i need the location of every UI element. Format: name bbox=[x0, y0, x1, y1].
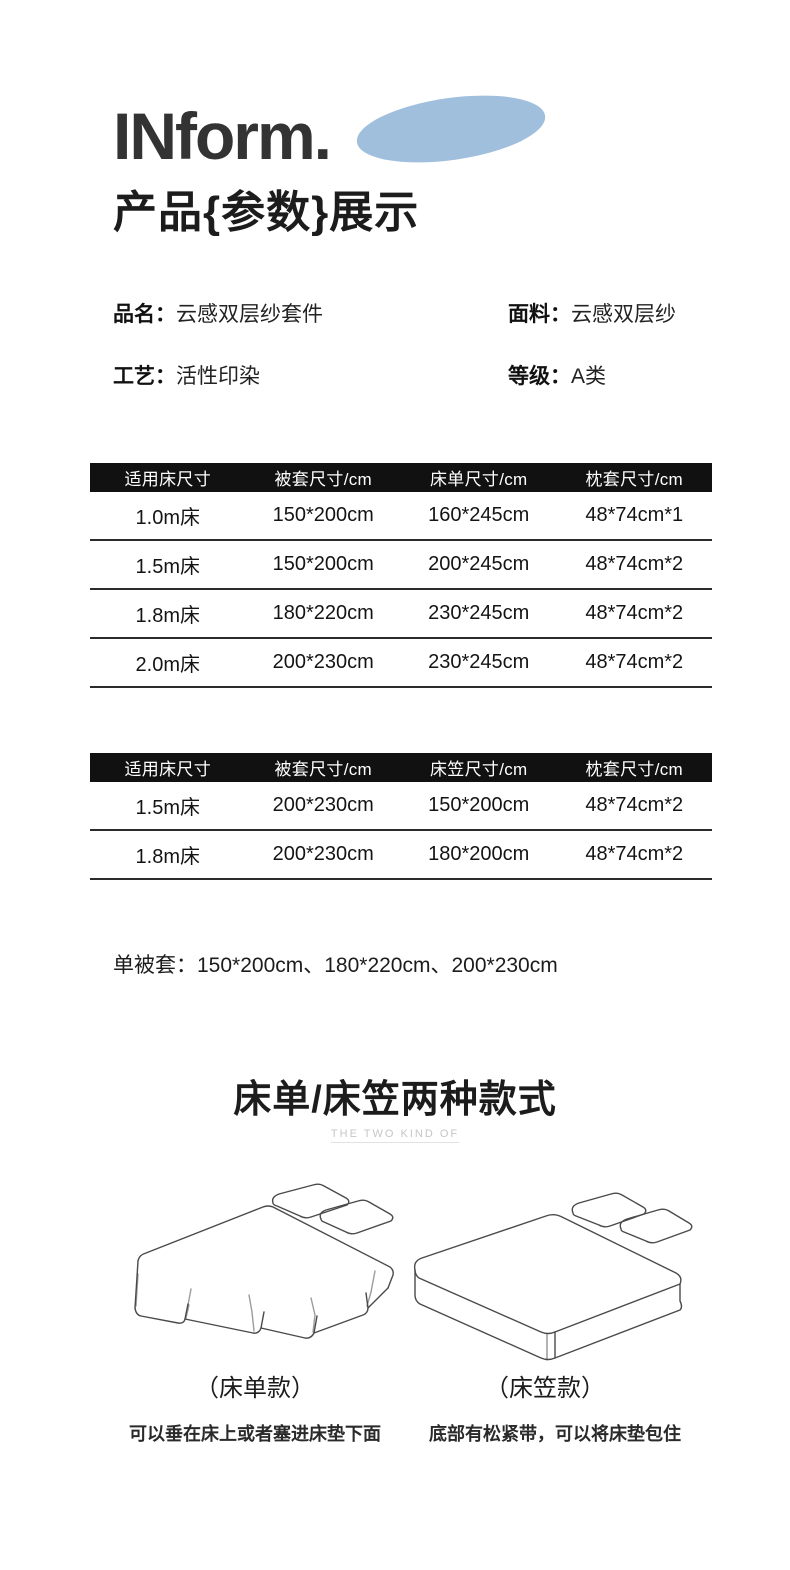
spec-value: 云感双层纱套件 bbox=[176, 303, 323, 326]
table-cell: 2.0m床 bbox=[135, 654, 200, 676]
table-cell: 180*200cm bbox=[428, 843, 530, 865]
table-cell: 48*74cm*2 bbox=[585, 553, 684, 575]
caption-name-fitted-sheet: （床笠款） bbox=[485, 1375, 605, 1402]
table-cell: 1.0m床 bbox=[135, 507, 200, 529]
table-row: 1.8m床 200*230cm 180*200cm 48*74cm*2 bbox=[90, 831, 712, 880]
fitted-sheet-bed-illustration bbox=[395, 1175, 695, 1365]
table-cell: 48*74cm*2 bbox=[585, 651, 684, 673]
table-cell: 1.8m床 bbox=[135, 846, 200, 868]
table-cell: 48*74cm*1 bbox=[585, 504, 684, 526]
table-header-cell: 枕套尺寸/cm bbox=[585, 760, 683, 779]
table-cell: 160*245cm bbox=[428, 504, 530, 526]
spec-row: 品名：云感双层纱套件 面料：云感双层纱 bbox=[113, 298, 713, 360]
table-cell: 200*230cm bbox=[272, 794, 374, 816]
spec-label: 面料： bbox=[508, 303, 571, 326]
table-header-cell: 适用床尺寸 bbox=[124, 760, 211, 779]
spec-row: 工艺：活性印染 等级：A类 bbox=[113, 360, 713, 422]
table-row: 1.5m床 150*200cm 200*245cm 48*74cm*2 bbox=[90, 541, 712, 590]
table-cell: 180*220cm bbox=[272, 602, 374, 624]
table-cell: 1.5m床 bbox=[135, 556, 200, 578]
table-cell: 48*74cm*2 bbox=[585, 794, 684, 816]
spec-list: 品名：云感双层纱套件 面料：云感双层纱 工艺：活性印染 等级：A类 bbox=[113, 298, 713, 422]
table-header-cell: 枕套尺寸/cm bbox=[585, 470, 683, 489]
single-duvet-cover-note: 单被套：150*200cm、180*220cm、200*230cm bbox=[113, 954, 558, 977]
table-cell: 230*245cm bbox=[428, 651, 530, 673]
spec-item-craft: 工艺：活性印染 bbox=[113, 360, 260, 394]
caption-desc-flat-sheet: 可以垂在床上或者塞进床垫下面 bbox=[129, 1424, 381, 1444]
spec-value: 活性印染 bbox=[176, 365, 260, 388]
brand-logo-text: INform. bbox=[113, 99, 332, 173]
table-row: 1.5m床 200*230cm 150*200cm 48*74cm*2 bbox=[90, 782, 712, 831]
table-header-cell: 被套尺寸/cm bbox=[274, 470, 372, 489]
size-table-fitted-sheet: 适用床尺寸 被套尺寸/cm 床笠尺寸/cm 枕套尺寸/cm 1.5m床 200*… bbox=[90, 753, 712, 880]
page-title: 产品{参数}展示 bbox=[113, 188, 420, 237]
table-row: 1.8m床 180*220cm 230*245cm 48*74cm*2 bbox=[90, 590, 712, 639]
table-row: 1.0m床 150*200cm 160*245cm 48*74cm*1 bbox=[90, 492, 712, 541]
style-section-title: 床单/床笠两种款式 bbox=[233, 1079, 557, 1121]
table-cell: 48*74cm*2 bbox=[585, 843, 684, 865]
spec-item-product-name: 品名：云感双层纱套件 bbox=[113, 298, 323, 332]
spec-value: 云感双层纱 bbox=[571, 303, 676, 326]
brand-logo: INform. bbox=[113, 85, 673, 188]
table-cell: 230*245cm bbox=[428, 602, 530, 624]
table-header-cell: 床单尺寸/cm bbox=[430, 470, 528, 489]
spec-label: 工艺： bbox=[113, 365, 176, 388]
flat-sheet-bed-illustration bbox=[105, 1175, 405, 1365]
table-cell: 150*200cm bbox=[272, 553, 374, 575]
style-section-subtitle-text: THE TWO KIND OF bbox=[330, 1128, 460, 1143]
table-row: 2.0m床 200*230cm 230*245cm 48*74cm*2 bbox=[90, 639, 712, 688]
table-header-cell: 床笠尺寸/cm bbox=[430, 760, 528, 779]
caption-desc-fitted-sheet: 底部有松紧带，可以将床垫包住 bbox=[429, 1424, 681, 1444]
table-cell: 200*245cm bbox=[428, 553, 530, 575]
table-header-cell: 被套尺寸/cm bbox=[274, 760, 372, 779]
spec-item-fabric: 面料：云感双层纱 bbox=[508, 298, 676, 332]
size-table-flat-sheet: 适用床尺寸 被套尺寸/cm 床单尺寸/cm 枕套尺寸/cm 1.0m床 150*… bbox=[90, 463, 712, 688]
table-header-row: 适用床尺寸 被套尺寸/cm 床笠尺寸/cm 枕套尺寸/cm bbox=[90, 753, 712, 782]
table-cell: 200*230cm bbox=[272, 843, 374, 865]
table-cell: 150*200cm bbox=[428, 794, 530, 816]
spec-item-grade: 等级：A类 bbox=[508, 360, 606, 394]
table-cell: 1.5m床 bbox=[135, 797, 200, 819]
table-header-row: 适用床尺寸 被套尺寸/cm 床单尺寸/cm 枕套尺寸/cm bbox=[90, 463, 712, 492]
blue-ellipse-decoration bbox=[352, 85, 550, 173]
table-header-cell: 适用床尺寸 bbox=[124, 470, 211, 489]
spec-value: A类 bbox=[571, 365, 607, 388]
table-cell: 1.8m床 bbox=[135, 605, 200, 627]
spec-label: 等级： bbox=[508, 365, 571, 388]
caption-name-flat-sheet: （床单款） bbox=[195, 1375, 315, 1402]
spec-label: 品名： bbox=[113, 303, 176, 326]
style-section-subtitle: THE TWO KIND OF bbox=[0, 1128, 790, 1143]
table-cell: 48*74cm*2 bbox=[585, 602, 684, 624]
table-cell: 150*200cm bbox=[272, 504, 374, 526]
table-cell: 200*230cm bbox=[272, 651, 374, 673]
style-illustrations bbox=[0, 1175, 790, 1365]
